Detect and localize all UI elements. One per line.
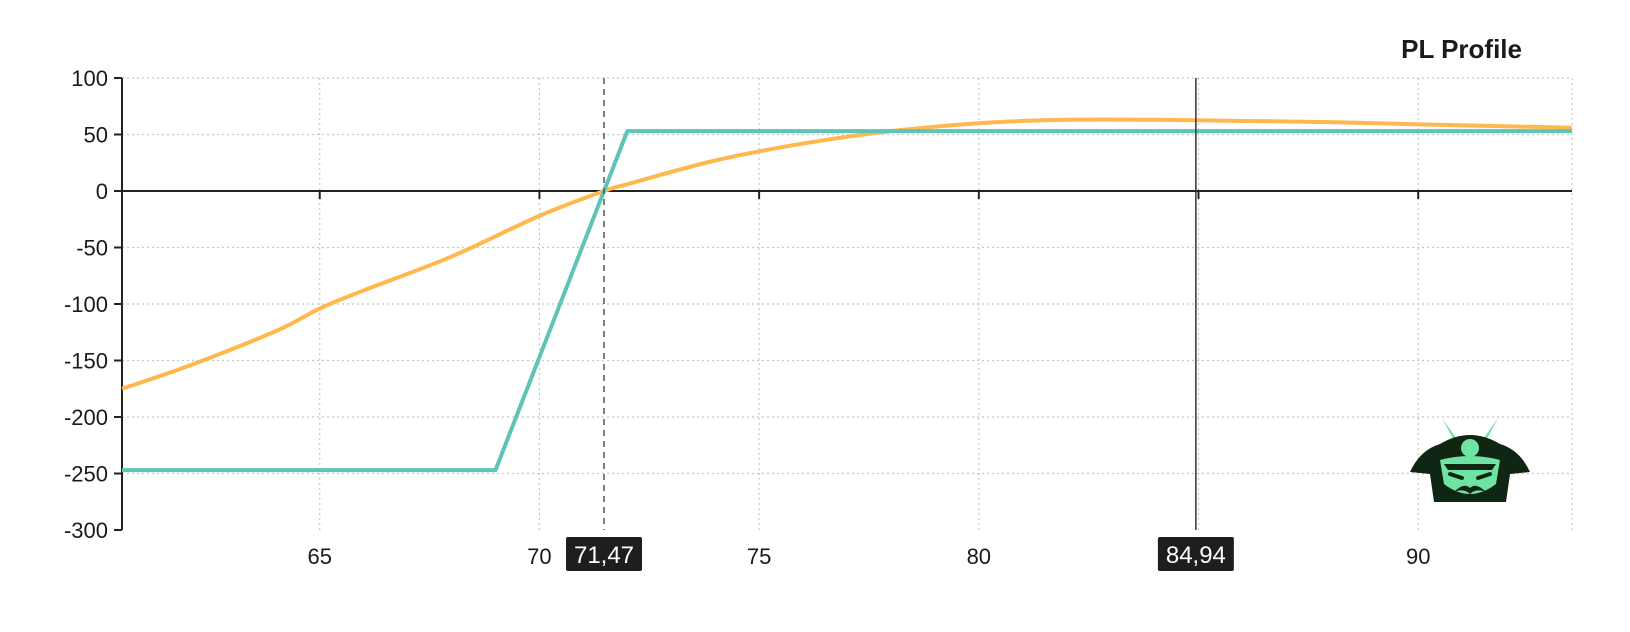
marker-badge [1157,537,1234,571]
marker-label: 71,47 [574,542,634,569]
series-line-1 [121,117,1573,391]
samurai-helmet-logo [1410,418,1530,502]
y-tick-label: -150 [64,349,108,374]
x-tick-label: 80 [967,544,991,569]
x-tick-label: 90 [1406,544,1430,569]
y-tick-label: 100 [71,66,108,91]
y-tick-label: -200 [64,405,108,430]
marker-label: 84,94 [1166,542,1226,569]
y-tick-label: 50 [84,123,108,148]
marker-layer: 71,47 84,94 [566,78,1234,571]
x-tick-label: 75 [747,544,771,569]
y-tick-label: -50 [76,236,108,261]
y-tick-label: -250 [64,462,108,487]
x-tick-label: 70 [527,544,551,569]
helmet-mustache [1454,485,1486,494]
chart-title: PL Profile [1401,34,1522,64]
grid-layer [122,77,1573,530]
helmet-brow [1444,464,1496,470]
y-tick-label: -100 [64,292,108,317]
axis-layer: 100 50 0 -50 -100 -150 -200 -250 -300 65 70 75 80 90 [64,66,1572,569]
y-tick-label: 0 [96,179,108,204]
x-tick-label: 65 [307,544,331,569]
helmet-crest [1461,439,1479,457]
marker-badge [566,537,643,571]
helmet-eyes [1448,472,1492,480]
y-tick-label: -300 [64,518,108,543]
